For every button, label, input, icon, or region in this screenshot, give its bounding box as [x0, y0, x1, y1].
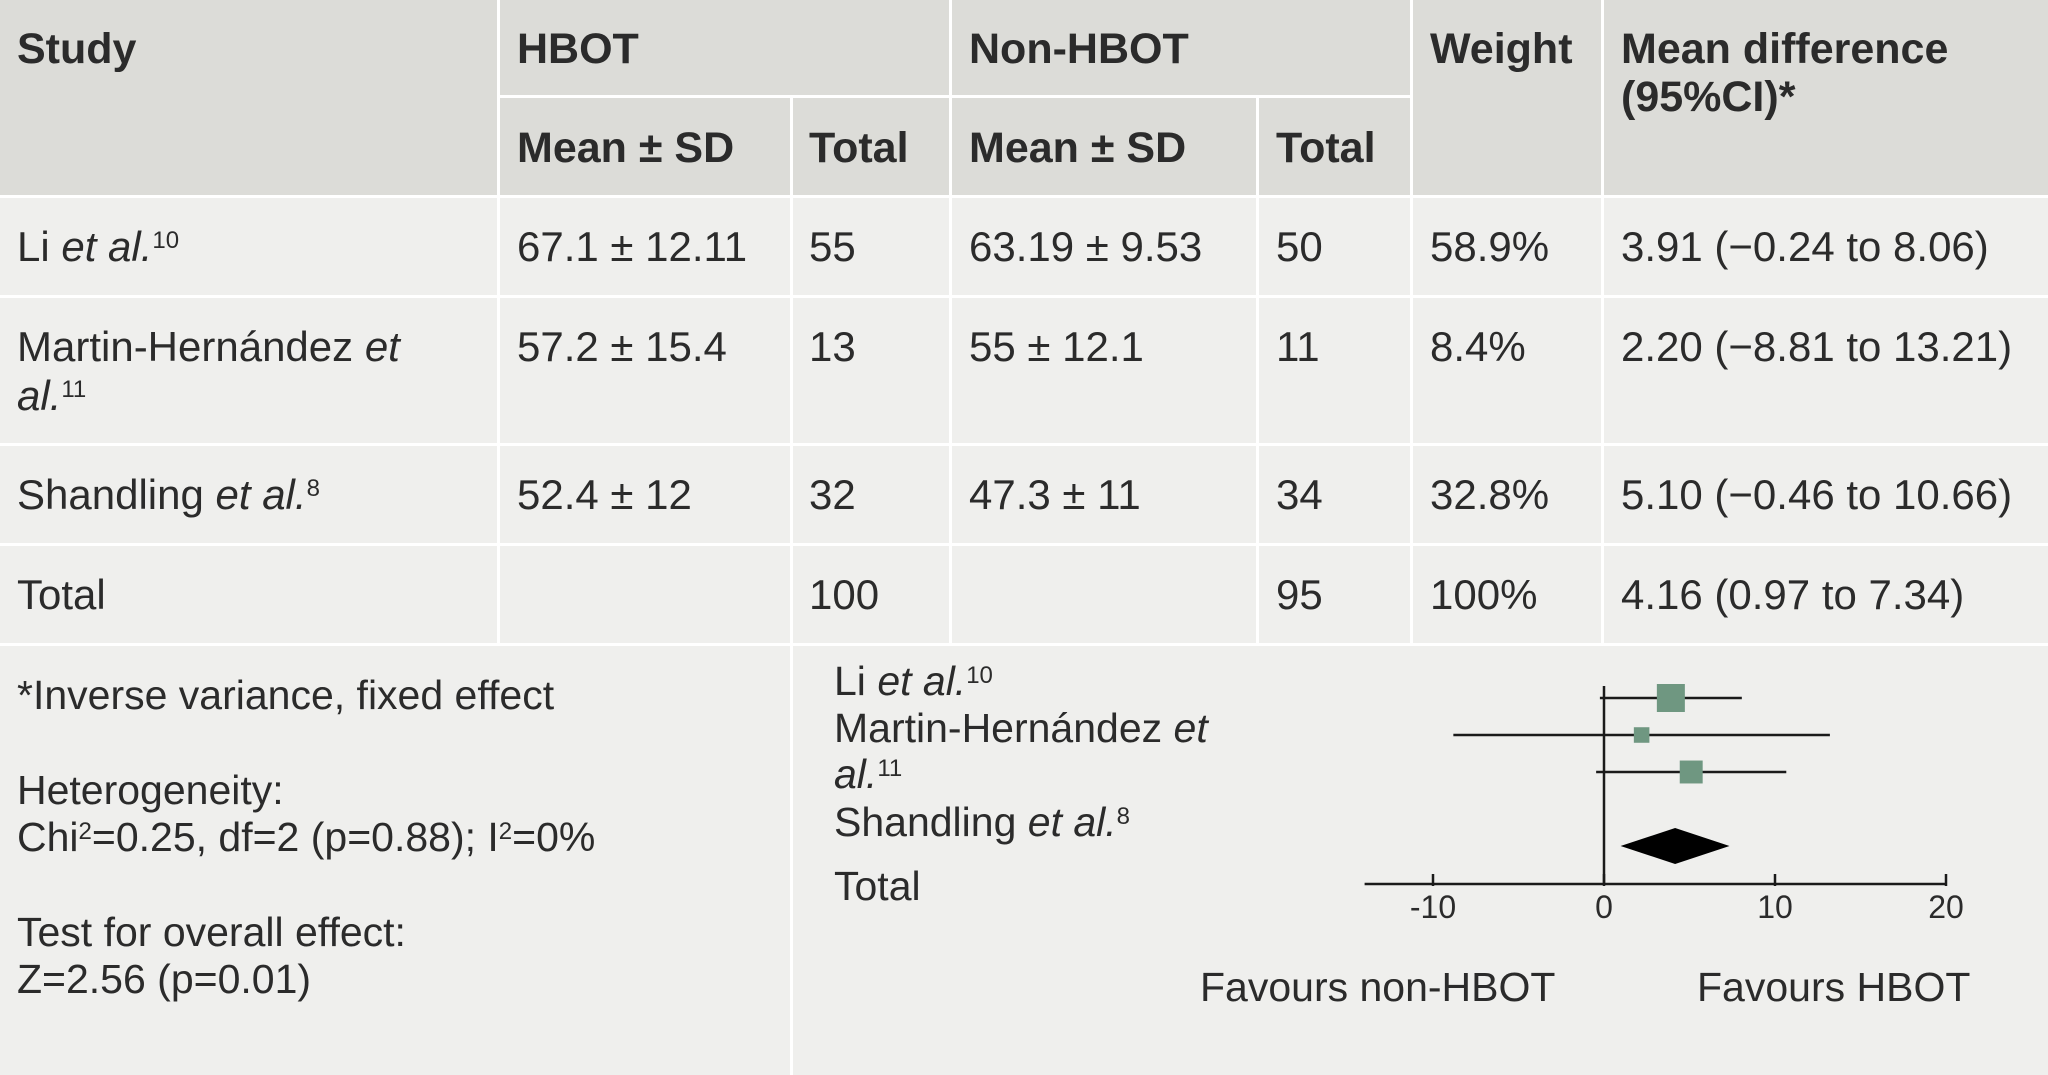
- reference: 10: [966, 662, 993, 689]
- mean-difference: 2.20 (−8.81 to 13.21): [1621, 323, 2013, 370]
- divider: [0, 543, 2048, 546]
- divider: [0, 195, 2048, 198]
- et-al: et al.: [215, 471, 307, 518]
- forest-label-martin: Martin-Hernández et: [834, 705, 1208, 752]
- et-al: et al.: [877, 658, 967, 704]
- non-total: 34: [1276, 471, 1323, 518]
- table-row-study-cont: al.11: [17, 372, 86, 420]
- total-label: Total: [17, 571, 106, 618]
- i-sup: 2: [498, 818, 513, 845]
- chi-text: Chi: [17, 814, 79, 860]
- non-total-sum: 95: [1276, 571, 1323, 618]
- overall-effect-label: Test for overall effect:: [17, 909, 406, 955]
- mean-difference: 3.91 (−0.24 to 8.06): [1621, 223, 1989, 270]
- divider: [0, 443, 2048, 446]
- table-row-study: Martin-Hernández et: [17, 323, 400, 371]
- et-al: et al.: [61, 223, 153, 270]
- header-hbot-total: Total: [809, 124, 909, 172]
- study-name: Shandling: [834, 799, 1028, 845]
- et-al: et: [1173, 705, 1208, 751]
- table-header-bg: [0, 0, 2048, 196]
- et-al: et al.: [1027, 799, 1117, 845]
- non-total: 11: [1276, 323, 1320, 370]
- non-total: 50: [1276, 223, 1323, 270]
- header-weight: Weight: [1430, 25, 1573, 73]
- reference: 8: [1116, 803, 1131, 830]
- het-end: =0%: [512, 814, 596, 860]
- x-tick-label: 20: [1928, 889, 1964, 925]
- table-row-study: Li et al.10: [17, 223, 179, 271]
- hbot-total: 55: [809, 223, 856, 270]
- reference: 8: [306, 475, 320, 502]
- x-tick-label: 10: [1757, 889, 1793, 925]
- weight: 58.9%: [1430, 223, 1550, 270]
- divider: [497, 0, 500, 645]
- study-name: Shandling: [17, 471, 216, 518]
- het-mid: =0.25, df=2 (p=0.88); I: [91, 814, 499, 860]
- reference: 11: [877, 755, 903, 782]
- header-non-mean-sd: Mean ± SD: [969, 124, 1187, 172]
- heterogeneity-value: Chi2=0.25, df=2 (p=0.88); I2=0%: [17, 814, 595, 861]
- divider: [497, 95, 1410, 98]
- favours-right-label: Favours HBOT: [1697, 964, 1971, 1010]
- hbot-mean-sd: 57.2 ± 15.4: [517, 323, 727, 370]
- non-mean-sd: 63.19 ± 9.53: [969, 223, 1203, 270]
- method-note: *Inverse variance, fixed effect: [17, 672, 555, 718]
- weight: 32.8%: [1430, 471, 1550, 518]
- header-ci: (95%CI)*: [1621, 73, 1796, 121]
- study-name: Martin-Hernández: [17, 323, 365, 370]
- hbot-total-sum: 100: [809, 571, 880, 618]
- divider: [0, 295, 2048, 298]
- header-study: Study: [17, 25, 137, 73]
- mean-difference: 5.10 (−0.46 to 10.66): [1621, 471, 2013, 518]
- overall-effect-value: Z=2.56 (p=0.01): [17, 956, 312, 1002]
- divider: [949, 0, 952, 645]
- divider: [790, 96, 793, 1075]
- study-name: Li: [17, 223, 62, 270]
- hbot-total: 32: [809, 471, 856, 518]
- total-mean-difference: 4.16 (0.97 to 7.34): [1621, 571, 1965, 618]
- hbot-mean-sd: 67.1 ± 12.11: [517, 223, 748, 270]
- hbot-mean-sd: 52.4 ± 12: [517, 471, 692, 518]
- divider: [1410, 0, 1413, 645]
- et-al: al.: [834, 751, 878, 797]
- study-name: Li: [834, 658, 878, 704]
- x-tick-label: -10: [1410, 889, 1456, 925]
- header-non-total: Total: [1276, 124, 1376, 172]
- et-al: et: [364, 323, 400, 370]
- forest-label-total: Total: [834, 863, 921, 909]
- pooled-diamond: [1620, 828, 1730, 864]
- hbot-total: 13: [809, 323, 856, 370]
- divider: [1601, 0, 1604, 645]
- x-tick-label: 0: [1595, 889, 1613, 925]
- header-hbot: HBOT: [517, 25, 639, 73]
- forest-label-li: Li et al.10: [834, 658, 993, 705]
- total-weight: 100%: [1430, 571, 1538, 618]
- divider: [0, 643, 2048, 646]
- table-row-study: Shandling et al.8: [17, 471, 320, 519]
- study-marker: [1656, 684, 1685, 712]
- favours-left-label: Favours non-HBOT: [1200, 964, 1556, 1010]
- non-mean-sd: 47.3 ± 11: [969, 471, 1141, 518]
- header-hbot-mean-sd: Mean ± SD: [517, 124, 735, 172]
- study-marker: [1633, 727, 1650, 743]
- forest-label-martin-cont: al.11: [834, 751, 902, 798]
- chi-sup: 2: [78, 818, 92, 845]
- header-non-hbot: Non-HBOT: [969, 25, 1189, 73]
- divider: [1256, 96, 1259, 645]
- study-marker: [1679, 760, 1703, 784]
- non-mean-sd: 55 ± 12.1: [969, 323, 1144, 370]
- reference: 10: [152, 227, 180, 254]
- study-name: Martin-Hernández: [834, 705, 1174, 751]
- header-mean-difference: Mean difference: [1621, 25, 1949, 73]
- heterogeneity-label: Heterogeneity:: [17, 767, 284, 813]
- reference: 11: [61, 376, 87, 403]
- et-al: al.: [17, 372, 62, 419]
- weight: 8.4%: [1430, 323, 1526, 370]
- forest-label-shandling: Shandling et al.8: [834, 799, 1130, 846]
